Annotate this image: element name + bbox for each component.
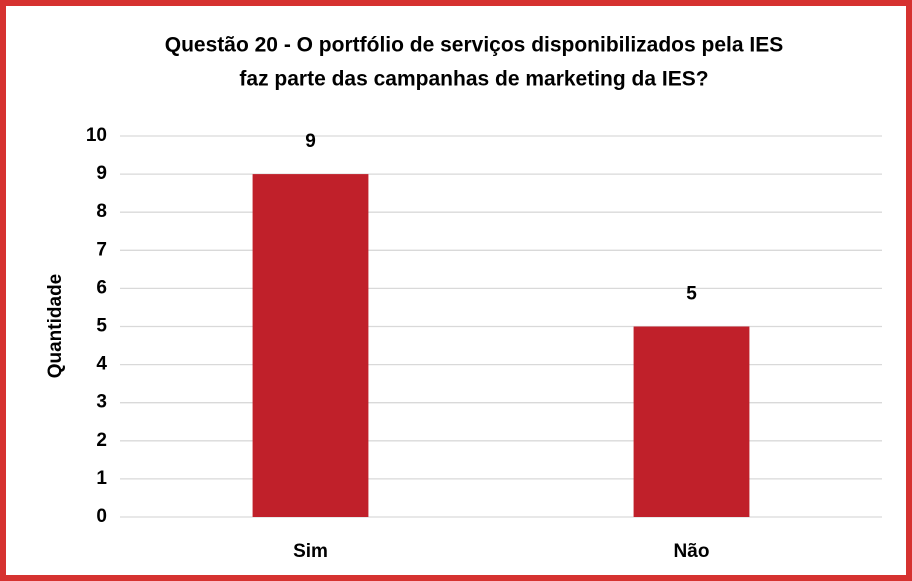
y-tick-label: 4 — [96, 354, 107, 375]
data-label: 9 — [305, 131, 316, 152]
x-tick-label: Sim — [293, 541, 328, 562]
bar — [252, 174, 369, 517]
y-axis-label: Quantidade — [45, 274, 66, 379]
y-tick-label: 0 — [96, 506, 107, 527]
chart-title: Questão 20 - O portfólio de serviços dis… — [165, 34, 783, 57]
y-tick-label: 3 — [96, 392, 107, 413]
data-label: 5 — [686, 284, 697, 305]
y-tick-label: 10 — [86, 125, 107, 146]
y-tick-label: 9 — [96, 163, 107, 184]
bar — [633, 326, 750, 517]
y-tick-label: 6 — [96, 277, 107, 298]
y-tick-label: 7 — [96, 239, 107, 260]
y-tick-label: 2 — [96, 430, 107, 451]
y-tick-label: 1 — [96, 468, 107, 489]
y-tick-label: 5 — [96, 316, 107, 337]
chart-title: faz parte das campanhas de marketing da … — [239, 68, 708, 91]
x-tick-label: Não — [674, 541, 710, 562]
y-tick-label: 8 — [96, 201, 107, 222]
